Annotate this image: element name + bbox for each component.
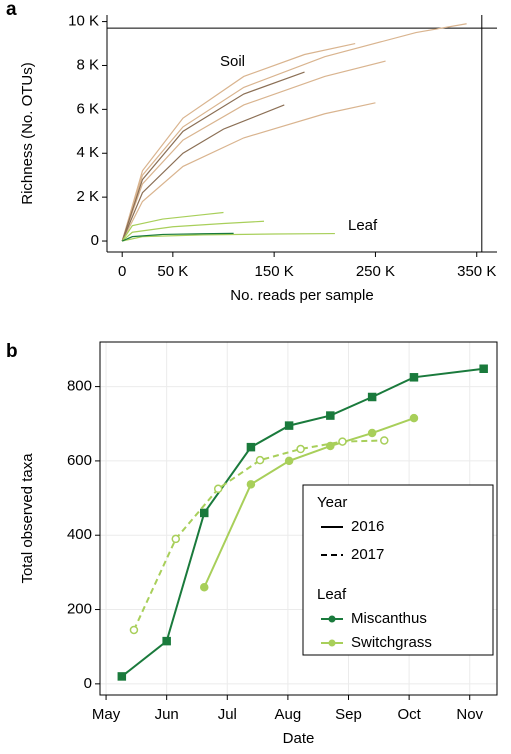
point xyxy=(326,411,335,420)
legend-label: 2017 xyxy=(351,546,384,563)
point xyxy=(213,484,223,494)
point xyxy=(409,373,419,382)
point xyxy=(246,442,256,452)
y-tick-label: 0 xyxy=(91,232,99,249)
series-line xyxy=(122,232,335,242)
x-tick-label: 250 K xyxy=(356,263,395,280)
point xyxy=(129,625,139,635)
series-line xyxy=(121,220,265,242)
legend-title: Year xyxy=(317,494,347,511)
plot-frame xyxy=(99,341,498,696)
series-line xyxy=(121,71,305,242)
legend-swatch xyxy=(328,615,336,623)
series-line xyxy=(121,42,356,242)
y-axis-label: Richness (No. OTUs) xyxy=(19,62,36,205)
x-tick-label: Jul xyxy=(218,706,237,723)
legend-label: 2016 xyxy=(351,518,384,535)
x-tick-label: 50 K xyxy=(157,263,188,280)
point xyxy=(479,364,488,374)
series-line xyxy=(121,211,224,242)
x-axis-label: Date xyxy=(283,730,315,747)
legend-label: Switchgrass xyxy=(351,634,432,651)
x-tick-label: Sep xyxy=(335,706,362,723)
y-tick-label: 8 K xyxy=(76,56,99,73)
point xyxy=(409,413,419,423)
x-tick-label: Oct xyxy=(397,706,421,723)
x-axis-label: No. reads per sample xyxy=(230,287,373,304)
point xyxy=(380,436,389,445)
y-tick-label: 0 xyxy=(84,675,92,692)
y-tick-label: 600 xyxy=(67,452,92,469)
y-tick-label: 6 K xyxy=(76,100,99,117)
x-tick-label: 350 K xyxy=(457,263,496,280)
point xyxy=(338,437,347,446)
point xyxy=(284,456,294,466)
point xyxy=(246,480,256,489)
series-line xyxy=(203,417,415,588)
point xyxy=(367,392,377,402)
point xyxy=(200,582,209,592)
point xyxy=(171,534,181,544)
point xyxy=(255,455,265,465)
series-line xyxy=(121,104,285,242)
series-line xyxy=(121,23,467,242)
point xyxy=(296,444,305,454)
panel-label: b xyxy=(6,341,18,362)
legend-title: Leaf xyxy=(317,586,347,603)
panel-label: a xyxy=(6,0,17,20)
legend-box xyxy=(302,484,494,656)
point xyxy=(284,421,294,430)
point xyxy=(200,508,209,518)
x-tick-label: Nov xyxy=(456,706,483,723)
annotation: Leaf xyxy=(348,217,378,234)
x-tick-label: Aug xyxy=(275,706,302,723)
series-line xyxy=(121,102,376,242)
legend-swatch xyxy=(328,639,336,647)
x-tick-label: May xyxy=(92,706,121,723)
x-tick-label: Jun xyxy=(155,706,179,723)
y-tick-label: 2 K xyxy=(76,188,99,205)
y-axis-label: Total observed taxa xyxy=(19,453,36,584)
y-tick-label: 200 xyxy=(67,601,92,618)
point xyxy=(162,636,171,646)
series-line xyxy=(121,60,386,242)
point xyxy=(367,428,377,438)
y-tick-label: 10 K xyxy=(68,13,99,30)
legend-label: Miscanthus xyxy=(351,610,427,627)
annotation: Soil xyxy=(220,53,245,70)
x-tick-label: 150 K xyxy=(255,263,294,280)
y-tick-label: 400 xyxy=(67,526,92,543)
y-tick-label: 4 K xyxy=(76,144,99,161)
series-line xyxy=(121,232,234,242)
point xyxy=(117,672,127,681)
y-tick-label: 800 xyxy=(67,378,92,395)
x-tick-label: 0 xyxy=(118,263,126,280)
